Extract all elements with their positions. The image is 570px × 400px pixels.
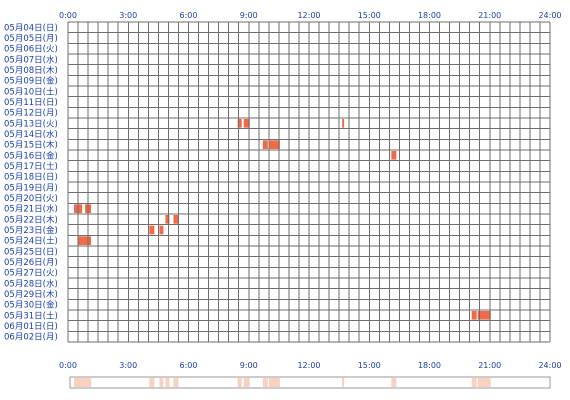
summary-bar bbox=[391, 378, 397, 387]
row-label: 05月09日(金) bbox=[4, 76, 58, 87]
summary-bar bbox=[477, 378, 491, 387]
summary-bar bbox=[342, 378, 345, 387]
x-tick-label-top: 0:00 bbox=[59, 11, 77, 20]
row-label: 05月07日(水) bbox=[4, 54, 58, 65]
row-label: 05月06日(火) bbox=[4, 45, 58, 55]
row-label: 05月05日(月) bbox=[4, 34, 58, 44]
x-tick-label-bottom: 6:00 bbox=[180, 361, 198, 370]
x-tick-label-top: 9:00 bbox=[240, 11, 258, 20]
row-label: 05月31日(土) bbox=[4, 310, 58, 321]
x-tick-label-bottom: 12:00 bbox=[297, 361, 320, 370]
summary-bar bbox=[165, 378, 170, 387]
row-label: 06月02日(月) bbox=[4, 333, 58, 343]
x-tick-label-top: 21:00 bbox=[478, 11, 501, 20]
row-label: 05月24日(土) bbox=[4, 236, 58, 247]
x-tick-label-top: 15:00 bbox=[358, 11, 381, 20]
x-tick-label-top: 6:00 bbox=[180, 11, 198, 20]
row-label: 05月13日(火) bbox=[4, 119, 58, 129]
row-label: 05月29日(木) bbox=[4, 289, 58, 300]
x-tick-label-top: 18:00 bbox=[418, 11, 441, 20]
row-label: 05月20日(火) bbox=[4, 194, 58, 204]
summary-strip bbox=[69, 376, 551, 389]
row-label: 05月25日(日) bbox=[4, 247, 58, 257]
x-tick-label-bottom: 3:00 bbox=[119, 361, 137, 370]
row-label: 05月12日(月) bbox=[4, 109, 58, 119]
activity-bar bbox=[471, 311, 477, 320]
row-label: 05月27日(火) bbox=[4, 269, 58, 279]
row-label: 05月26日(月) bbox=[4, 258, 58, 268]
row-label: 05月15日(木) bbox=[4, 140, 58, 151]
summary-bar bbox=[149, 378, 155, 387]
activity-bar bbox=[268, 140, 280, 149]
row-label: 05月18日(日) bbox=[4, 173, 58, 183]
summary-bar bbox=[243, 378, 250, 387]
x-tick-label-top: 24:00 bbox=[538, 11, 561, 20]
summary-bar bbox=[237, 378, 242, 387]
activity-bar bbox=[262, 140, 268, 149]
row-label: 05月30日(金) bbox=[4, 300, 58, 311]
summary-bar bbox=[173, 378, 179, 387]
x-tick-label-bottom: 0:00 bbox=[59, 361, 77, 370]
row-label: 05月28日(水) bbox=[4, 278, 58, 289]
row-label: 05月10日(土) bbox=[4, 86, 58, 97]
x-tick-label-bottom: 18:00 bbox=[418, 361, 441, 370]
activity-bar bbox=[391, 151, 397, 160]
row-label: 05月17日(土) bbox=[4, 161, 58, 172]
summary-bar bbox=[159, 378, 164, 387]
row-label: 05月11日(日) bbox=[4, 98, 58, 108]
summary-frame bbox=[69, 376, 551, 389]
row-label: 05月08日(木) bbox=[4, 65, 58, 76]
x-tick-label-top: 12:00 bbox=[297, 11, 320, 20]
x-tick-label-bottom: 15:00 bbox=[358, 361, 381, 370]
activity-bar bbox=[165, 215, 170, 224]
labels: 0:00 0:00 3:00 3:00 6:00 6:00 9:00 9:00 12:00 12:… bbox=[4, 11, 562, 370]
activity-bar bbox=[149, 225, 155, 235]
row-label: 05月16日(金) bbox=[4, 150, 58, 161]
activity-bar bbox=[159, 225, 164, 235]
row-label: 05月14日(水) bbox=[4, 129, 58, 140]
summary-bar bbox=[471, 378, 477, 387]
row-label: 05月22日(木) bbox=[4, 214, 58, 225]
summary-bar bbox=[268, 378, 280, 387]
x-tick-label-top: 3:00 bbox=[119, 11, 137, 20]
x-tick-label-bottom: 21:00 bbox=[478, 361, 501, 370]
row-label: 05月04日(日) bbox=[4, 23, 58, 33]
summary-bar bbox=[78, 378, 92, 387]
summary-bar bbox=[262, 378, 268, 387]
activity-bars bbox=[74, 119, 491, 320]
activity-bar bbox=[477, 311, 491, 320]
row-label: 05月21日(水) bbox=[4, 204, 58, 215]
activity-bar bbox=[173, 215, 179, 224]
activity-bar bbox=[237, 119, 242, 128]
x-tick-label-bottom: 24:00 bbox=[538, 361, 561, 370]
x-tick-label-bottom: 9:00 bbox=[240, 361, 258, 370]
row-label: 06月01日(日) bbox=[4, 322, 58, 332]
activity-bar bbox=[342, 119, 345, 128]
activity-bar bbox=[78, 236, 92, 245]
activity-bar bbox=[243, 119, 250, 128]
grid bbox=[67, 21, 551, 343]
row-label: 05月19日(月) bbox=[4, 183, 58, 193]
row-label: 05月23日(金) bbox=[4, 225, 58, 236]
